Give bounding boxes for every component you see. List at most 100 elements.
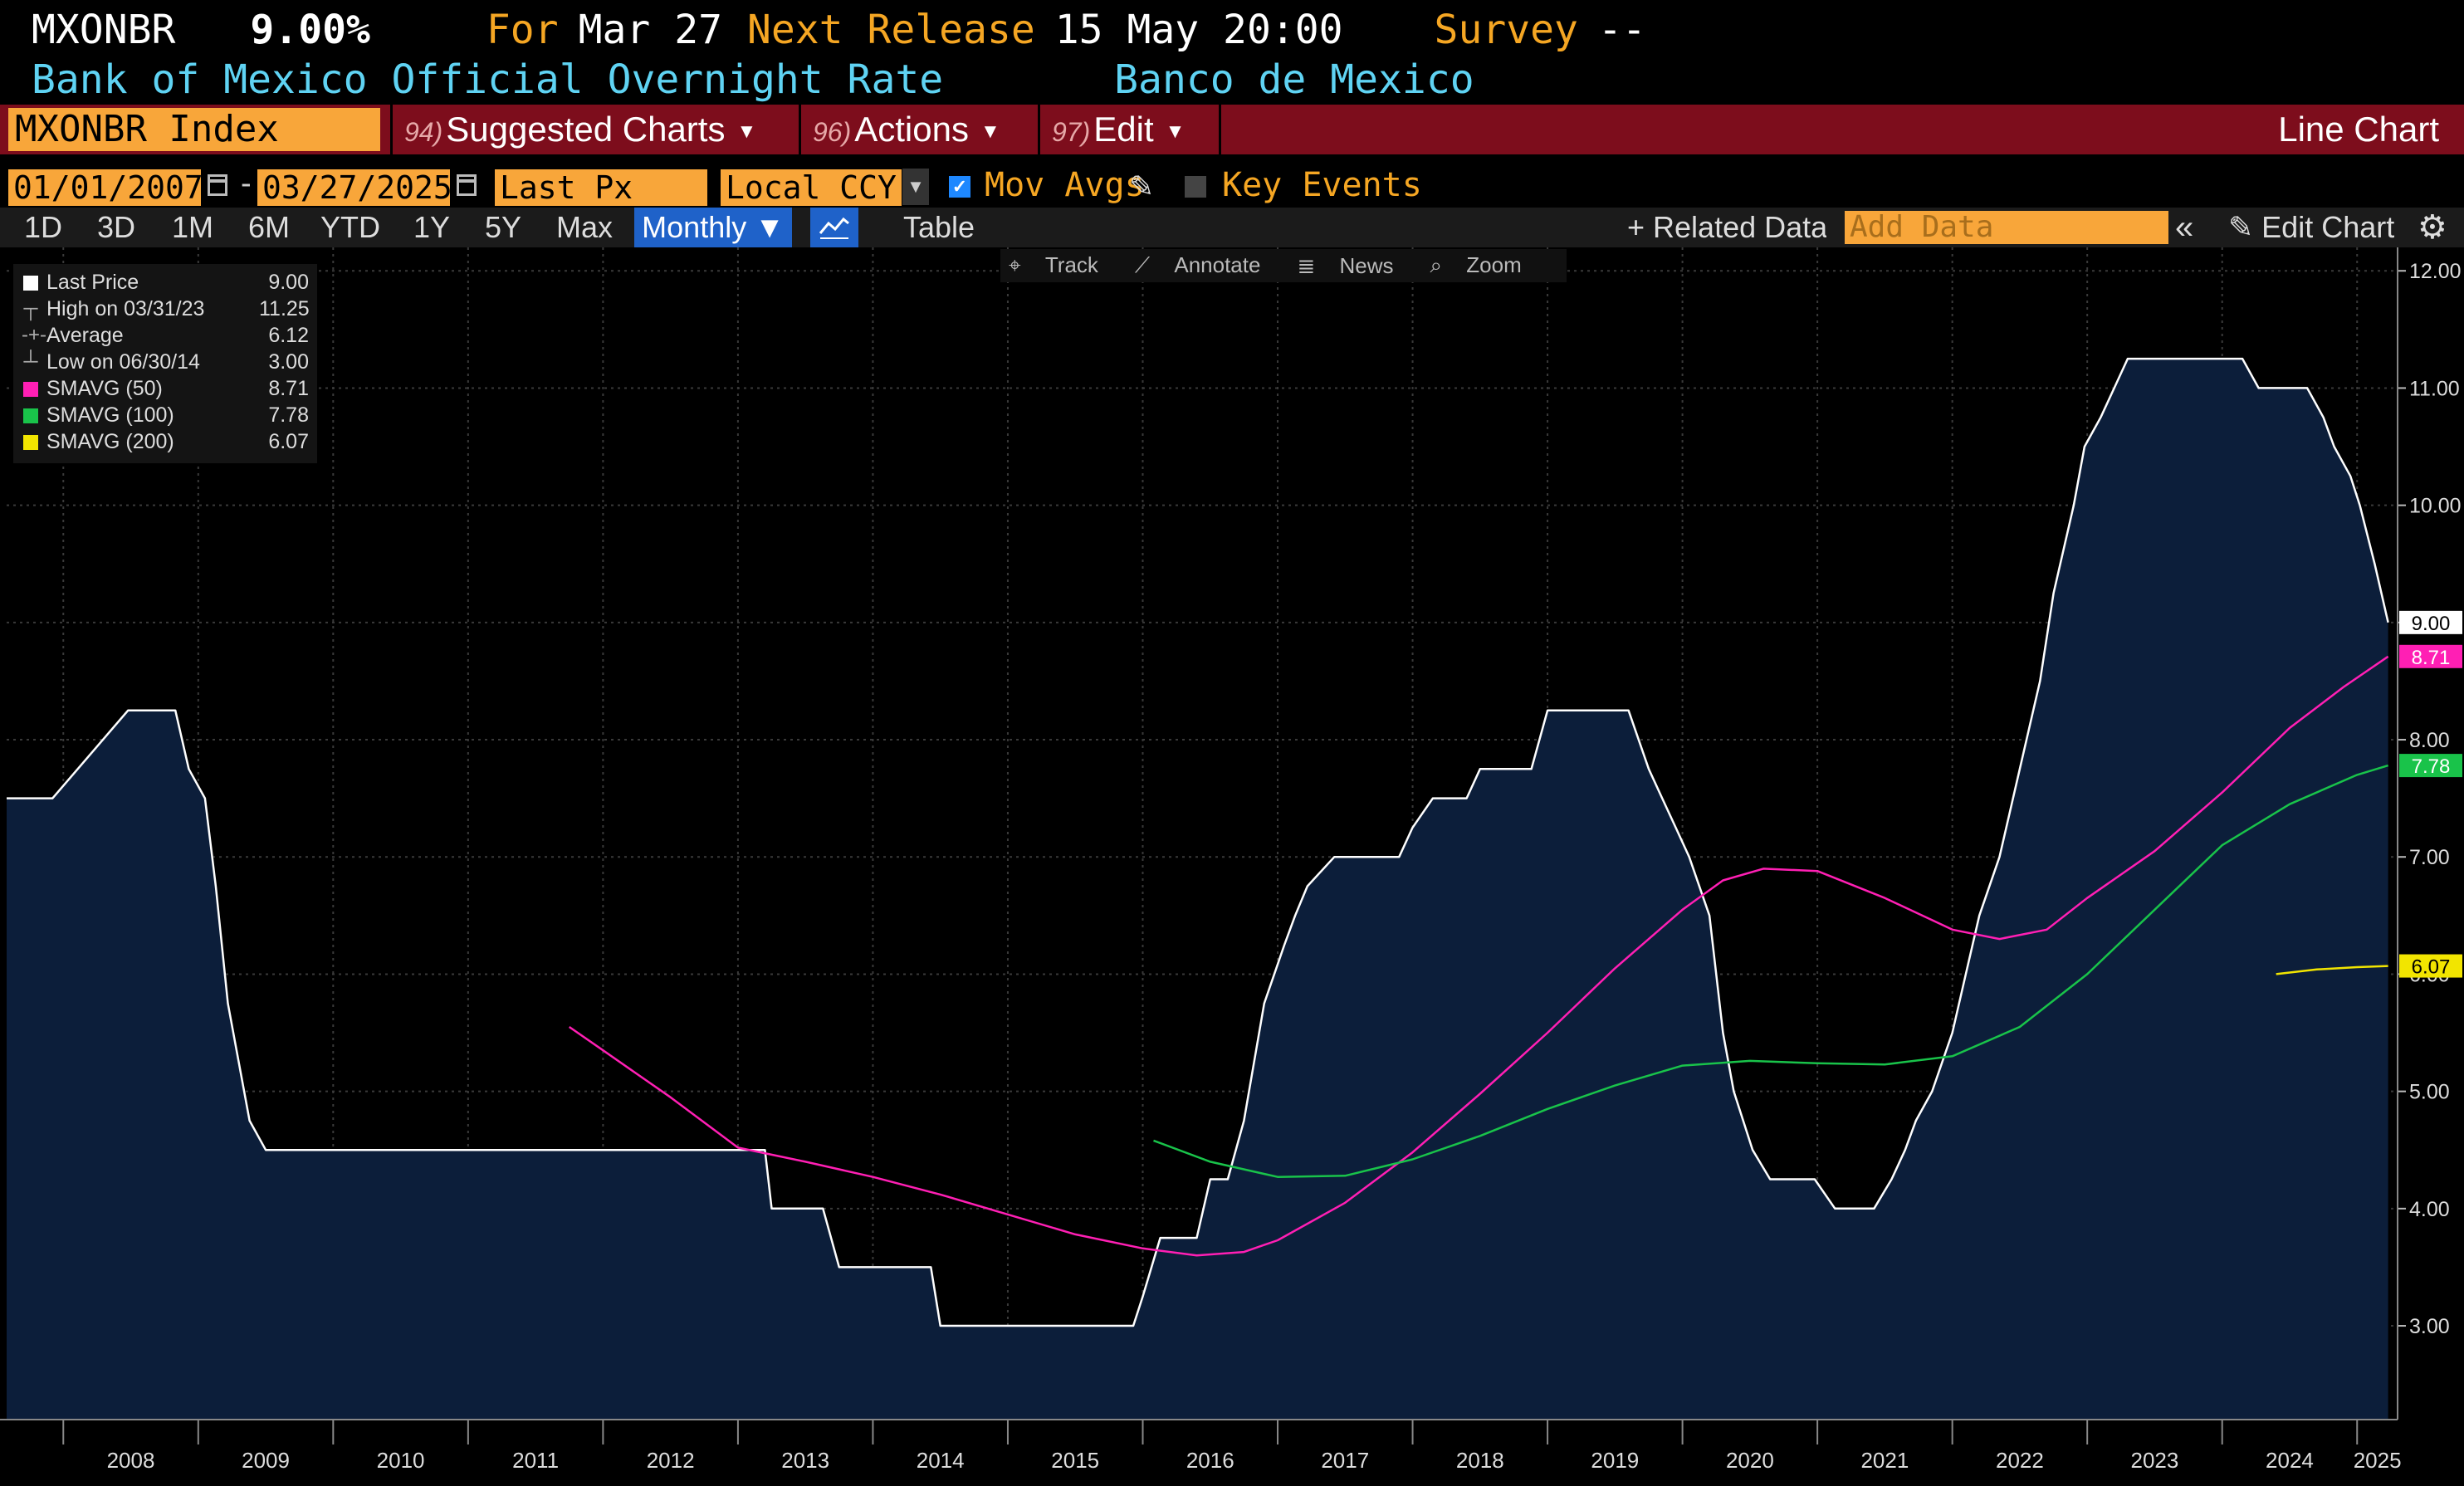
date-separator: - [241,166,252,201]
legend-high: ┬ High on 03/31/23 11.25 [22,296,309,322]
field-selector[interactable]: Last Px [495,169,707,206]
range-1d[interactable]: 1D [23,210,63,244]
add-data-input[interactable]: Add Data [1845,211,2168,244]
y-tick-label: 11.00 [2409,377,2460,400]
periodicity-dropdown[interactable]: Monthly ▼ [634,208,792,247]
x-tick-label: 2023 [2131,1448,2179,1473]
survey-label: Survey [1434,7,1578,53]
actions-button[interactable]: 96)Actions ▼ [799,105,1038,154]
line-chart-icon[interactable] [810,208,858,247]
x-tick-label: 2009 [242,1448,290,1473]
series-line-0 [7,357,2389,1327]
x-tick-label: 2024 [2266,1448,2314,1473]
last-value-tag [2399,954,2462,978]
double-chevron-left-icon[interactable]: « [2175,209,2194,246]
legend-value: 3.00 [268,350,309,374]
legend-label: SMAVG (200) [46,430,174,453]
legend-last-price: Last Price 9.00 [22,269,309,296]
caret-down-icon: ▼ [736,120,757,143]
legend-swatch [23,435,38,450]
next-release-value: 15 May 20:00 [1054,7,1343,53]
x-tick-label: 2025 [2354,1448,2402,1473]
low-marker-icon: ┴ [23,350,38,373]
series-description: Bank of Mexico Official Overnight Rate [32,56,944,103]
line-draw-icon: ⟋ [1134,252,1156,277]
legend-average: -+- Average 6.12 [22,322,309,349]
range-5y[interactable]: 5Y [484,210,522,244]
x-tick-label: 2016 [1186,1448,1234,1473]
y-tick-label: 8.00 [2409,729,2450,752]
edit-chart-button[interactable]: ✎ Edit Chart [2228,208,2394,247]
calendar-icon[interactable] [457,174,477,196]
pencil-icon[interactable]: ✎ [1129,169,1155,203]
range-6m[interactable]: 6M [247,210,290,244]
calendar-icon[interactable] [208,174,227,196]
suggested-charts-button[interactable]: 94)Suggested Charts ▼ [390,105,799,154]
pencil-icon: ✎ [2228,210,2262,244]
currency-selector[interactable]: Local CCY [721,169,902,206]
caret-down-icon: ▼ [980,120,1000,143]
last-value-tag [2399,644,2462,668]
edit-num: 97) [1052,117,1091,147]
y-tick-label: 4.00 [2409,1198,2450,1221]
function-bar [0,105,2464,154]
legend-swatch [23,276,38,291]
description-line: Bank of Mexico Official Overnight Rate B… [32,55,1474,105]
security-input[interactable]: MXONBR Index [8,108,380,151]
last-value-label: 8.71 [2412,647,2451,669]
x-tick-label: 2015 [1051,1448,1099,1473]
zoom-label: Zoom [1466,252,1522,277]
series-line-2 [1153,764,2388,1178]
range-1m[interactable]: 1M [171,210,213,244]
track-tool[interactable]: ⌖ Track [1009,252,1117,279]
x-tick-label: 2017 [1321,1448,1369,1473]
legend-value: 9.00 [268,271,309,294]
news-label: News [1339,252,1394,278]
caret-down-icon: ▼ [1165,120,1186,143]
legend-value: 11.25 [259,297,310,320]
x-tick-label: 2012 [647,1448,695,1473]
table-button[interactable]: Table [902,210,975,244]
last-value: 9.00% [250,7,370,53]
high-marker-icon: ┬ [23,297,38,320]
zoom-tool[interactable]: ⌕ Zoom [1430,252,1539,279]
key-events-checkbox[interactable] [1185,176,1206,198]
x-tick-label: 2014 [917,1448,965,1473]
start-date-input[interactable]: 01/01/2007 [8,169,201,206]
suggested-charts-label: Suggested Charts [446,110,726,149]
actions-num: 96) [813,117,852,147]
legend-value: 8.71 [268,377,309,400]
legend-swatch [23,382,38,397]
range-1y[interactable]: 1Y [413,210,451,244]
caret-down-icon[interactable]: ▼ [902,169,929,205]
track-label: Track [1044,252,1098,277]
range-ytd[interactable]: YTD [320,210,380,244]
end-date-input[interactable]: 03/27/2025 [257,169,450,206]
key-events-label[interactable]: Key Events [1222,166,1422,204]
chart-legend: Last Price 9.00 ┬ High on 03/31/23 11.25… [13,264,317,463]
source-name: Banco de Mexico [1114,56,1474,103]
series-line-3 [2276,965,2388,975]
last-value-tag [2399,610,2462,634]
range-3d[interactable]: 3D [96,210,136,244]
range-max[interactable]: Max [555,210,613,244]
chart-area[interactable]: 3.004.005.006.007.008.009.0010.0011.0012… [0,247,2464,1486]
news-tool[interactable]: ≣ News [1297,253,1411,279]
annotate-tool[interactable]: ⟋ Annotate [1135,252,1279,279]
ticker-symbol: MXONBR [32,7,176,53]
last-value-label: 7.78 [2412,755,2451,778]
mov-avgs-checkbox[interactable]: ✓ [949,176,970,198]
mov-avgs-label[interactable]: Mov Avgs [985,166,1145,204]
edit-chart-label: Edit Chart [2261,210,2395,244]
last-value-label: 9.00 [2412,613,2451,635]
legend-label: Low on 06/30/14 [46,350,200,374]
x-tick-label: 2010 [377,1448,425,1473]
edit-button[interactable]: 97)Edit ▼ [1038,105,1219,154]
average-marker-icon: -+- [22,324,46,346]
gear-icon[interactable]: ⚙ [2418,209,2447,246]
y-tick-label: 3.00 [2409,1315,2450,1338]
legend-smavg-100: SMAVG (100) 7.78 [22,402,309,428]
related-data-button[interactable]: + Related Data [1627,210,1826,244]
y-tick-label: 10.00 [2409,495,2462,518]
legend-value: 6.07 [268,430,309,453]
